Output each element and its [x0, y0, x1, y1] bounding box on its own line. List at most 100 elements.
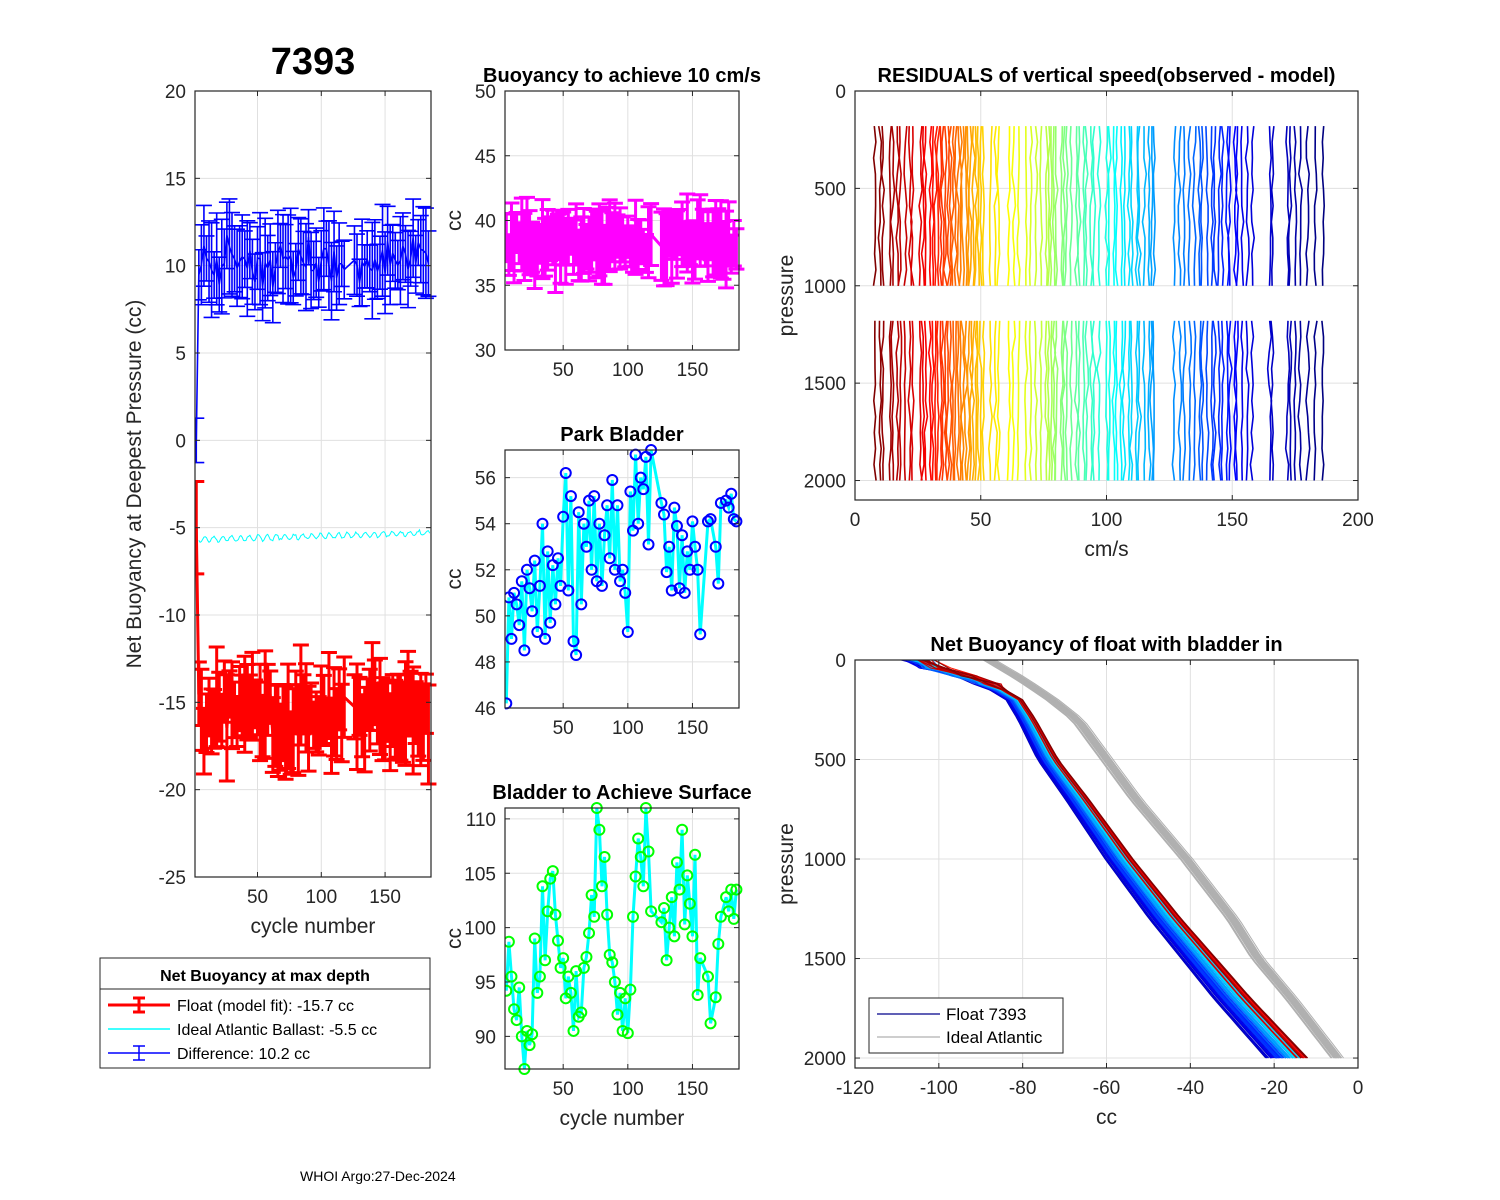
chart-buoyancy-10cms: 50 100 150 50 45 40 35 30 Buoyancy to achieve 10… — [443, 65, 761, 381]
park-bladder-marker — [725, 487, 738, 500]
difference-errorbar — [195, 223, 210, 306]
residual-profile — [1044, 320, 1049, 481]
chart-bladder-surface: 50 100 150 110 105 100 95 90 Bladder to Achieve … — [443, 782, 752, 1130]
park-bladder-marker — [686, 515, 699, 528]
residual-profile — [1136, 320, 1143, 481]
residual-profile — [1063, 126, 1069, 286]
y-tick-label: 50 — [475, 607, 496, 628]
park-bladder-marker — [660, 566, 673, 579]
ideal-atlantic-profile — [982, 659, 1332, 1059]
float-model-fit-errorbar — [257, 649, 274, 760]
residual-profile — [1211, 320, 1217, 481]
bladder-surface-marker — [513, 981, 526, 994]
residual-profile — [1011, 320, 1017, 481]
bladder-surface-marker — [549, 908, 562, 921]
bladder-surface-marker — [564, 986, 577, 999]
park-bladder-marker — [598, 529, 611, 542]
park-bladder-marker — [536, 517, 549, 530]
x-tick-label: -20 — [1260, 1078, 1287, 1099]
residual-profile — [993, 126, 999, 286]
bladder-surface-marker — [694, 952, 707, 965]
residual-profile — [1107, 320, 1112, 481]
bladder-surface-marker — [608, 976, 621, 988]
residual-profile — [1028, 126, 1034, 286]
residual-profile — [1047, 126, 1051, 286]
residual-profile — [872, 126, 877, 286]
legend-net-buoyancy: Net Buoyancy at max depth Float (model fi… — [99, 957, 431, 1069]
bladder-surface-marker — [619, 992, 632, 1005]
park-bladder-marker — [588, 490, 601, 503]
axes-frame — [854, 659, 1359, 1069]
residual-profile — [976, 320, 981, 481]
park-bladder-marker — [619, 586, 632, 599]
float-profile — [906, 659, 1269, 1059]
park-bladder-marker — [668, 501, 681, 514]
park-bladder-marker — [670, 520, 683, 533]
park-bladder-marker — [608, 563, 621, 576]
float-profile — [923, 659, 1298, 1059]
residual-profile — [1089, 126, 1094, 286]
y-tick-label: 15 — [165, 169, 186, 190]
residual-profile — [1188, 320, 1193, 481]
residual-profile — [1091, 320, 1097, 481]
residual-profile — [1114, 320, 1119, 481]
x-tick-label: 150 — [1216, 510, 1248, 531]
float-profile — [919, 659, 1287, 1059]
residual-profile — [930, 320, 935, 481]
difference-errorbar — [420, 230, 437, 298]
difference-errorbar — [201, 220, 218, 304]
residual-profile — [1082, 320, 1086, 481]
residual-profile — [1051, 126, 1056, 286]
difference-errorbar — [336, 239, 353, 300]
footer-credit: WHOI Argo:27-Dec-2024 — [300, 1168, 456, 1184]
bladder-surface-marker — [658, 902, 671, 915]
residual-profile — [1147, 126, 1151, 286]
residual-profile — [969, 320, 974, 481]
park-bladder-marker — [559, 467, 572, 480]
park-bladder-marker — [567, 635, 580, 648]
residual-profile — [1200, 126, 1204, 286]
residual-profile — [1016, 126, 1021, 286]
y-tick-label: 0 — [175, 431, 186, 452]
residual-profile — [1182, 320, 1187, 481]
residual-profile — [1199, 320, 1205, 481]
residual-profile — [1084, 320, 1090, 481]
plot-content — [195, 198, 437, 786]
residual-profile — [1270, 320, 1275, 481]
residual-profile — [1028, 320, 1033, 481]
x-axis-label: cm/s — [1084, 538, 1128, 561]
residual-profile — [1288, 320, 1293, 481]
ideal-atlantic-profile — [985, 659, 1335, 1059]
chart-net-buoyancy: 50 100 15020151050-5-10-15-20-257393cycle … — [123, 41, 437, 938]
y-tick-label: 35 — [475, 276, 496, 297]
x-tick-label: 50 — [970, 510, 991, 531]
x-axis-label: cc — [1096, 1106, 1117, 1129]
legend-label: Ideal Atlantic — [946, 1028, 1043, 1047]
y-tick-label: -5 — [169, 519, 186, 540]
residual-profile — [923, 320, 929, 481]
park-bladder-marker — [637, 483, 650, 496]
y-tick-label: 5 — [175, 344, 186, 365]
float-profile — [911, 659, 1291, 1059]
residual-profile — [1059, 126, 1064, 286]
residual-profile — [1122, 126, 1127, 286]
residual-profile — [1134, 320, 1139, 481]
residual-profile — [966, 320, 971, 481]
chart-title: RESIDUALS of vertical speed(observed - m… — [878, 65, 1336, 87]
residual-profile — [1205, 320, 1210, 481]
difference-errorbar — [308, 227, 325, 299]
bladder-surface-marker — [676, 823, 689, 836]
park-bladder-marker — [562, 584, 575, 597]
residual-profile — [1220, 320, 1225, 481]
ideal-atlantic-profile — [983, 659, 1333, 1059]
legend-errorbar-icon — [133, 996, 145, 1014]
residual-profile — [1147, 320, 1152, 481]
residual-profile — [1084, 126, 1089, 286]
residual-profile — [1313, 320, 1318, 481]
residual-profile — [1293, 320, 1297, 481]
bladder-surface-marker — [536, 880, 549, 893]
residual-profile — [1191, 126, 1197, 286]
park-bladder-marker — [577, 517, 590, 530]
residual-profile — [1149, 126, 1154, 286]
residual-profile — [958, 126, 963, 286]
